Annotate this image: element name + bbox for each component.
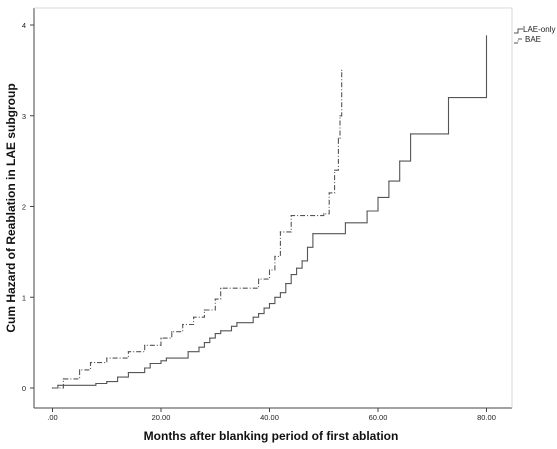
data-point: [89, 362, 92, 364]
data-point: [144, 344, 146, 346]
data-point: [268, 303, 271, 305]
data-point: [301, 260, 303, 262]
data-point: [144, 367, 146, 369]
data-point: [127, 351, 129, 353]
data-point: [187, 351, 189, 353]
data-point: [399, 160, 401, 162]
data-point: [377, 196, 379, 198]
data-point: [274, 296, 276, 298]
y-tick-label: 4: [22, 21, 26, 30]
data-point: [171, 331, 173, 333]
data-point: [160, 360, 162, 362]
x-tick-label: 20.00: [152, 413, 171, 422]
data-point: [214, 298, 216, 300]
data-point: [62, 378, 64, 380]
data-point: [230, 325, 233, 327]
data-point: [203, 309, 205, 311]
legend-item-lae-only: LAE-only: [514, 25, 555, 34]
data-point: [366, 210, 368, 212]
data-point: [236, 322, 238, 324]
legend-label-bae: BAE: [525, 35, 541, 44]
plot-frame: [33, 7, 513, 409]
data-point: [95, 382, 97, 385]
data-point: [447, 97, 450, 99]
data-point: [198, 346, 200, 348]
legend-swatch-lae-only: [514, 28, 523, 34]
data-point: [106, 381, 108, 383]
data-point: [263, 307, 265, 309]
data-point: [328, 192, 330, 194]
data-point: [290, 215, 292, 217]
data-point: [117, 376, 119, 378]
data-point: [290, 274, 292, 276]
data-point: [285, 283, 287, 285]
legend-item-bae: BAE: [514, 35, 541, 44]
data-point: [312, 233, 314, 235]
series-line-bae: [52, 70, 343, 389]
data-point: [344, 222, 346, 224]
data-point: [160, 337, 162, 339]
x-axis-ticks: .00 20.00 40.00 60.00 80.00: [47, 408, 496, 422]
y-axis-ticks: 0 1 2 3 4: [22, 21, 34, 393]
data-point: [209, 337, 211, 339]
data-point: [339, 115, 341, 117]
data-point: [127, 372, 129, 374]
y-tick-label: 3: [22, 112, 26, 121]
x-tick-label: 40.00: [260, 413, 279, 422]
data-point: [485, 35, 488, 37]
data-point: [193, 316, 195, 318]
legend-label-lae-only: LAE-only: [523, 25, 555, 34]
x-tick-label: 60.00: [369, 413, 388, 422]
legend: LAE-only BAE: [514, 25, 555, 44]
data-point: [334, 169, 336, 171]
data-point: [279, 292, 281, 294]
data-point: [214, 333, 216, 335]
data-point: [165, 357, 167, 359]
data-point: [149, 362, 151, 365]
y-tick-label: 1: [22, 293, 26, 302]
data-point: [341, 69, 343, 71]
series-line-lae-only: [52, 35, 488, 389]
data-point: [323, 213, 325, 215]
legend-swatch-bae: [514, 38, 523, 44]
data-point: [79, 369, 81, 371]
data-point: [274, 255, 276, 257]
data-point: [106, 357, 108, 359]
data-point: [220, 287, 222, 289]
data-point: [57, 384, 59, 386]
data-point: [268, 269, 271, 271]
data-point: [51, 387, 54, 389]
data-point: [252, 316, 254, 318]
data-point: [337, 137, 339, 139]
data-point: [279, 231, 281, 233]
y-tick-label: 0: [22, 384, 26, 393]
data-point: [306, 246, 309, 248]
y-tick-label: 2: [22, 203, 26, 212]
data-point: [258, 313, 260, 315]
series-layer: [51, 35, 488, 389]
x-tick-label: .00: [47, 413, 57, 422]
x-axis-label: Months after blanking period of first ab…: [144, 429, 399, 443]
data-point: [220, 330, 222, 332]
data-point: [410, 133, 412, 135]
data-point: [182, 323, 184, 326]
x-tick-label: 80.00: [477, 413, 496, 422]
data-point: [388, 180, 390, 182]
data-point: [296, 267, 298, 269]
data-point: [258, 278, 260, 280]
data-point: [203, 342, 205, 344]
y-axis-label: Cum Hazard of Reablation in LAE subgroup: [4, 83, 18, 332]
